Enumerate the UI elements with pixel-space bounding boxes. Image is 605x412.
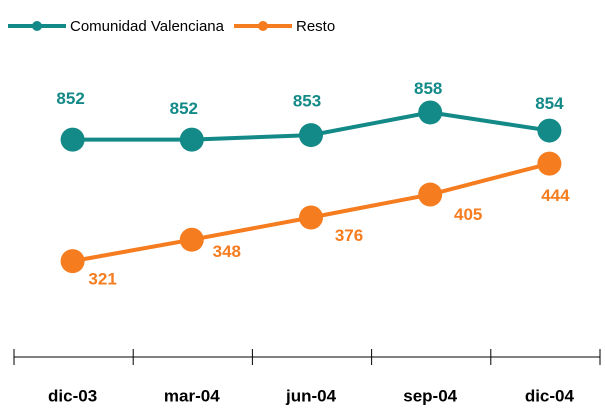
data-label: 321 bbox=[88, 270, 116, 289]
data-label: 853 bbox=[293, 92, 321, 111]
data-label: 376 bbox=[335, 226, 363, 245]
data-label: 852 bbox=[56, 89, 84, 108]
data-point bbox=[179, 127, 204, 152]
legend-marker bbox=[258, 21, 268, 31]
x-tick-label: sep-04 bbox=[403, 386, 457, 405]
legend-label: Comunidad Valenciana bbox=[70, 18, 225, 35]
data-point bbox=[60, 249, 85, 274]
legend-marker bbox=[32, 21, 42, 31]
x-tick-label: mar-04 bbox=[164, 386, 220, 405]
data-label: 852 bbox=[170, 99, 198, 118]
data-label: 858 bbox=[414, 79, 442, 98]
legend-label: Resto bbox=[296, 18, 335, 35]
x-tick-label: dic-03 bbox=[48, 386, 97, 405]
data-point bbox=[299, 205, 323, 230]
data-label: 405 bbox=[454, 205, 482, 224]
data-point bbox=[179, 227, 204, 252]
data-label: 444 bbox=[541, 186, 570, 205]
data-point bbox=[418, 100, 443, 125]
data-point bbox=[299, 123, 323, 148]
x-tick-label: jun-04 bbox=[285, 386, 337, 405]
data-point bbox=[537, 118, 562, 143]
data-point bbox=[537, 151, 562, 176]
data-point bbox=[418, 182, 443, 207]
data-label: 854 bbox=[535, 94, 564, 113]
x-tick-label: dic-04 bbox=[525, 386, 575, 405]
data-label: 348 bbox=[213, 242, 241, 261]
data-point bbox=[60, 127, 85, 152]
